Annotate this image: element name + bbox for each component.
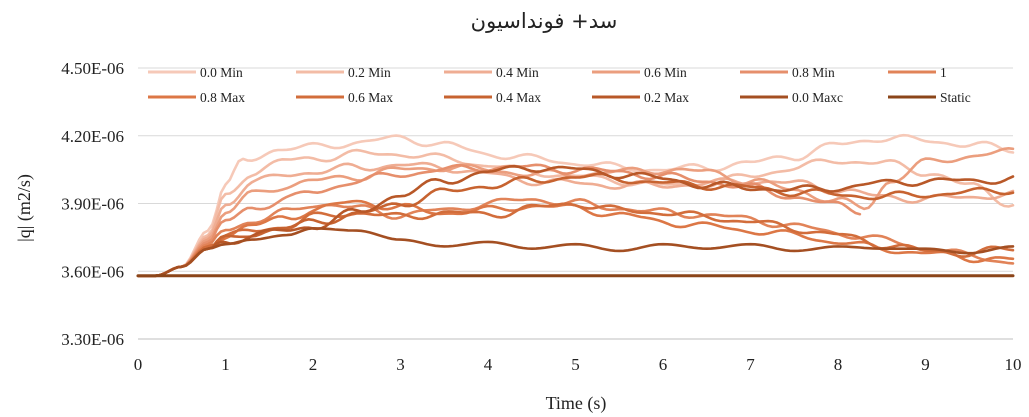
legend-label: 0.4 Min (496, 65, 539, 80)
x-tick-label: 1 (221, 355, 230, 374)
series-line (136, 133, 1015, 278)
series-line (136, 227, 1015, 278)
axes: 3.30E-06 3.60E-06 3.90E-06 4.20E-06 4.50E-06… (61, 59, 1021, 374)
y-tick-label: 4.50E-06 (61, 59, 124, 78)
x-tick-label: 4 (484, 355, 493, 374)
y-axis-title: |q| (m2/s) (14, 174, 35, 242)
chart-title: سد+ فونداسیون (471, 9, 618, 33)
x-tick-label: 3 (396, 355, 405, 374)
legend-label: 0.6 Min (644, 65, 687, 80)
y-tick-label: 4.20E-06 (61, 127, 124, 146)
series-lines (136, 133, 1015, 278)
legend: 0.0 Min 0.2 Min 0.4 Min 0.6 Min 0.8 Min 1 0.8 … (148, 65, 971, 105)
series-line (136, 164, 1015, 278)
series-line (136, 148, 1015, 278)
y-tick-label: 3.90E-06 (61, 195, 124, 214)
legend-label: 0.8 Max (200, 90, 245, 105)
legend-label: 1 (940, 65, 947, 80)
legend-label: Static (940, 90, 971, 105)
x-axis-title: Time (s) (546, 393, 607, 414)
legend-label: 0.8 Min (792, 65, 835, 80)
x-tick-label: 7 (746, 355, 755, 374)
legend-label: 0.2 Min (348, 65, 391, 80)
x-tick-label: 9 (921, 355, 930, 374)
y-tick-label: 3.30E-06 (61, 330, 124, 349)
x-tick-label: 8 (834, 355, 843, 374)
grid-lines (138, 67, 1013, 340)
y-tick-label: 3.60E-06 (61, 262, 124, 281)
x-tick-label: 0 (134, 355, 143, 374)
x-tick-label: 6 (659, 355, 668, 374)
legend-label: 0.4 Max (496, 90, 541, 105)
series-line (136, 202, 1015, 278)
x-tick-label: 2 (309, 355, 318, 374)
x-tick-label: 10 (1005, 355, 1022, 374)
series-line (136, 172, 1015, 278)
series-line (136, 197, 1015, 278)
x-tick-label: 5 (571, 355, 580, 374)
legend-label: 0.0 Maxc (792, 90, 843, 105)
legend-label: 0.0 Min (200, 65, 243, 80)
legend-label: 0.6 Max (348, 90, 393, 105)
legend-label: 0.2 Max (644, 90, 689, 105)
series-line (136, 161, 1015, 278)
